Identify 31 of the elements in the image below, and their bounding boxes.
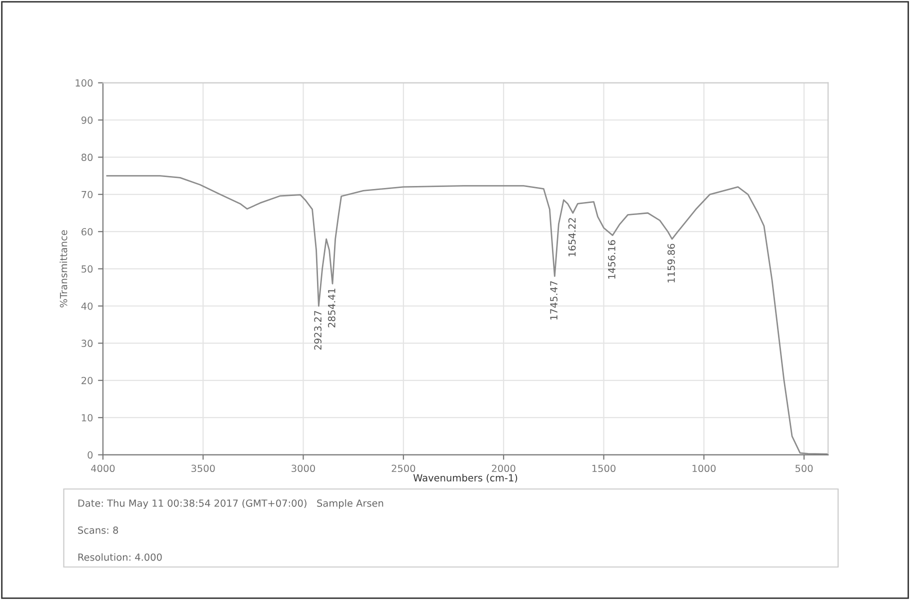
y-tick-label: 60 — [82, 228, 93, 236]
x-tick-label: 500 — [796, 464, 813, 472]
y-axis-title: %Transmittance — [60, 230, 68, 308]
y-tick-label: 30 — [82, 340, 93, 348]
x-tick-label: 1000 — [692, 464, 716, 472]
text: Resolution: 4.000 — [78, 553, 162, 561]
text: Scans: 8 — [78, 526, 118, 534]
y-tick-label: 90 — [81, 116, 93, 124]
x-tick-label: 2000 — [492, 464, 516, 472]
annotation: 1654.22 — [568, 218, 576, 256]
y-tick-label: 80 — [82, 154, 93, 162]
y-tick-label: 20 — [82, 376, 93, 384]
annotation: 1159.86 — [668, 244, 675, 282]
x-tick-label: 1500 — [592, 464, 616, 472]
x-tick-label: 3000 — [292, 464, 315, 472]
x-tick-label: 2500 — [392, 464, 416, 472]
annotation: 2923.27 — [314, 311, 322, 350]
y-tick-label: 100 — [76, 79, 93, 87]
annotation: 1456.16 — [608, 240, 616, 279]
x-tick-label: 3500 — [191, 464, 215, 472]
x-tick-label: 4000 — [91, 464, 115, 472]
x-axis-title: Wavenumbers (cm-1) — [413, 474, 518, 483]
y-tick-label: 50 — [82, 265, 93, 273]
y-tick-label: 40 — [81, 302, 93, 310]
line-series — [106, 175, 828, 455]
annotation: 1745.47 — [550, 281, 558, 320]
y-tick-label: 70 — [82, 190, 93, 198]
annotation: 2854.41 — [328, 288, 336, 328]
y-tick-label: 0 — [88, 451, 93, 459]
text: Date: Thu May 11 00:38:54 2017 (GMT+07:00) Sample Arsen — [78, 499, 384, 509]
y-tick-label: 10 — [82, 414, 93, 422]
